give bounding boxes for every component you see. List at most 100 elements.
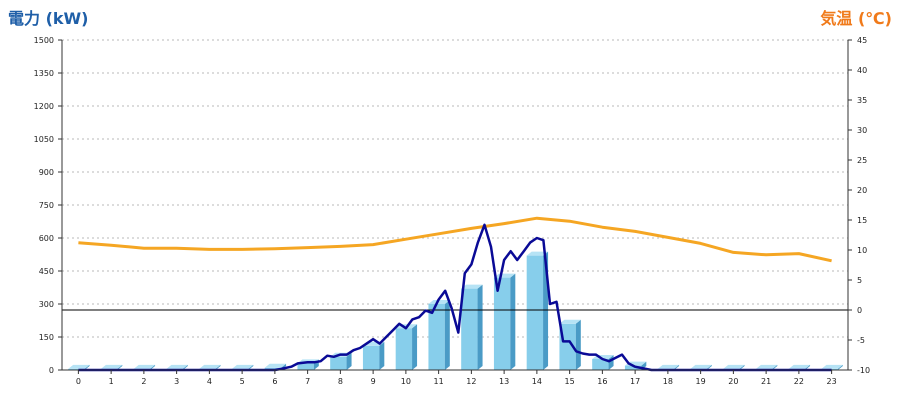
right-tick-label: 5 [857, 276, 862, 285]
bar-front [297, 363, 314, 370]
bar [592, 355, 614, 370]
bar-front [428, 304, 445, 370]
tick-labels: 0 150 300 450 600 7 5 0 900 1050 1200 1350 1500 -10 -5… [34, 36, 870, 386]
left-tick-label: 600 [39, 234, 54, 243]
bar-side [837, 364, 843, 370]
right-tick-label: 40 [857, 66, 867, 75]
bar-top [821, 364, 843, 369]
bar-front [362, 345, 380, 370]
bar-front [559, 323, 576, 370]
right-tick-label: 15 [857, 216, 867, 225]
left-tick-label: 1350 [34, 69, 54, 78]
bar-side [117, 364, 123, 370]
left-tick-label: 1200 [34, 102, 54, 111]
bar [461, 284, 483, 370]
bar-side [150, 364, 156, 370]
x-tick-label: 15 [565, 377, 575, 386]
right-tick-label: 0 [857, 306, 862, 315]
grid-lines [62, 39, 848, 338]
bar-front [493, 277, 511, 370]
bar-side [739, 364, 745, 370]
bar-side [805, 364, 811, 370]
x-tick-label: 18 [663, 377, 673, 386]
bar-side [510, 273, 516, 370]
bar-side [215, 364, 221, 370]
right-tick-label: 35 [857, 96, 867, 105]
bar-top [657, 364, 680, 369]
x-tick-label: 1 [109, 377, 114, 386]
x-tick-label: 8 [338, 377, 343, 386]
bar-front [68, 368, 85, 370]
bar [526, 251, 549, 370]
left-tick-label: 1050 [34, 135, 54, 144]
x-tick-label: 0 [76, 377, 81, 386]
left-tick-label: 150 [39, 333, 54, 342]
bar-side [772, 364, 778, 370]
right-tick-label: -10 [857, 366, 870, 375]
axes [58, 39, 852, 374]
left-tick-label: 900 [39, 168, 54, 177]
x-tick-label: 13 [499, 377, 509, 386]
bar-top [264, 363, 287, 368]
bar-side [182, 364, 188, 370]
bar-top [723, 364, 745, 369]
right-tick-label: 10 [857, 246, 867, 255]
bar-top [100, 364, 123, 369]
bar [428, 300, 450, 370]
left-axis-title: 電力 (kW) [8, 9, 89, 28]
right-tick-label: 20 [857, 186, 867, 195]
bar-top [559, 319, 581, 324]
x-tick-label: 11 [434, 377, 444, 386]
x-tick-label: 12 [466, 377, 476, 386]
right-tick-label: 30 [857, 126, 867, 135]
bar [395, 324, 418, 370]
bar-top [690, 364, 712, 369]
x-tick-label: 10 [401, 377, 411, 386]
bar [559, 319, 581, 370]
right-tick-label: -5 [857, 336, 865, 345]
bar-front [526, 255, 544, 370]
x-tick-label: 19 [696, 377, 706, 386]
bar-side [575, 319, 581, 370]
bar-top [755, 364, 778, 369]
bar-side [674, 364, 680, 370]
x-tick-label: 20 [728, 377, 738, 386]
bar-side [477, 284, 483, 370]
x-tick-label: 14 [532, 377, 542, 386]
bar-top [493, 273, 516, 278]
x-tick-label: 3 [174, 377, 179, 386]
bar-top [526, 251, 549, 256]
left-tick-label: 1500 [34, 36, 54, 45]
left-tick-label: 450 [39, 267, 54, 276]
right-axis-title: 気温 (℃) [820, 9, 892, 28]
bar-top [231, 364, 254, 369]
x-tick-label: 9 [371, 377, 376, 386]
bar [493, 273, 516, 370]
bar-front [624, 365, 642, 370]
bar-side [379, 341, 385, 370]
bar-side [248, 364, 254, 370]
right-tick-label: 25 [857, 156, 867, 165]
bar-front [461, 288, 478, 370]
bar-front [330, 356, 347, 370]
x-tick-label: 7 [305, 377, 310, 386]
bar-front [592, 359, 609, 370]
x-tick-label: 6 [272, 377, 277, 386]
bar-front [395, 328, 413, 370]
right-tick-label: 45 [857, 36, 867, 45]
x-tick-label: 5 [240, 377, 245, 386]
x-tick-label: 23 [827, 377, 837, 386]
bar-top [428, 300, 450, 304]
left-tick-label: 300 [39, 300, 54, 309]
bar-top [133, 364, 156, 369]
bar [68, 364, 90, 370]
temperature-line [78, 216, 832, 263]
x-tick-label: 4 [207, 377, 212, 386]
bar-side [706, 364, 712, 370]
power-line [78, 223, 832, 372]
bar-top [166, 364, 188, 369]
x-tick-label: 17 [630, 377, 640, 386]
power-bars [68, 251, 843, 370]
bar-side [346, 352, 352, 370]
